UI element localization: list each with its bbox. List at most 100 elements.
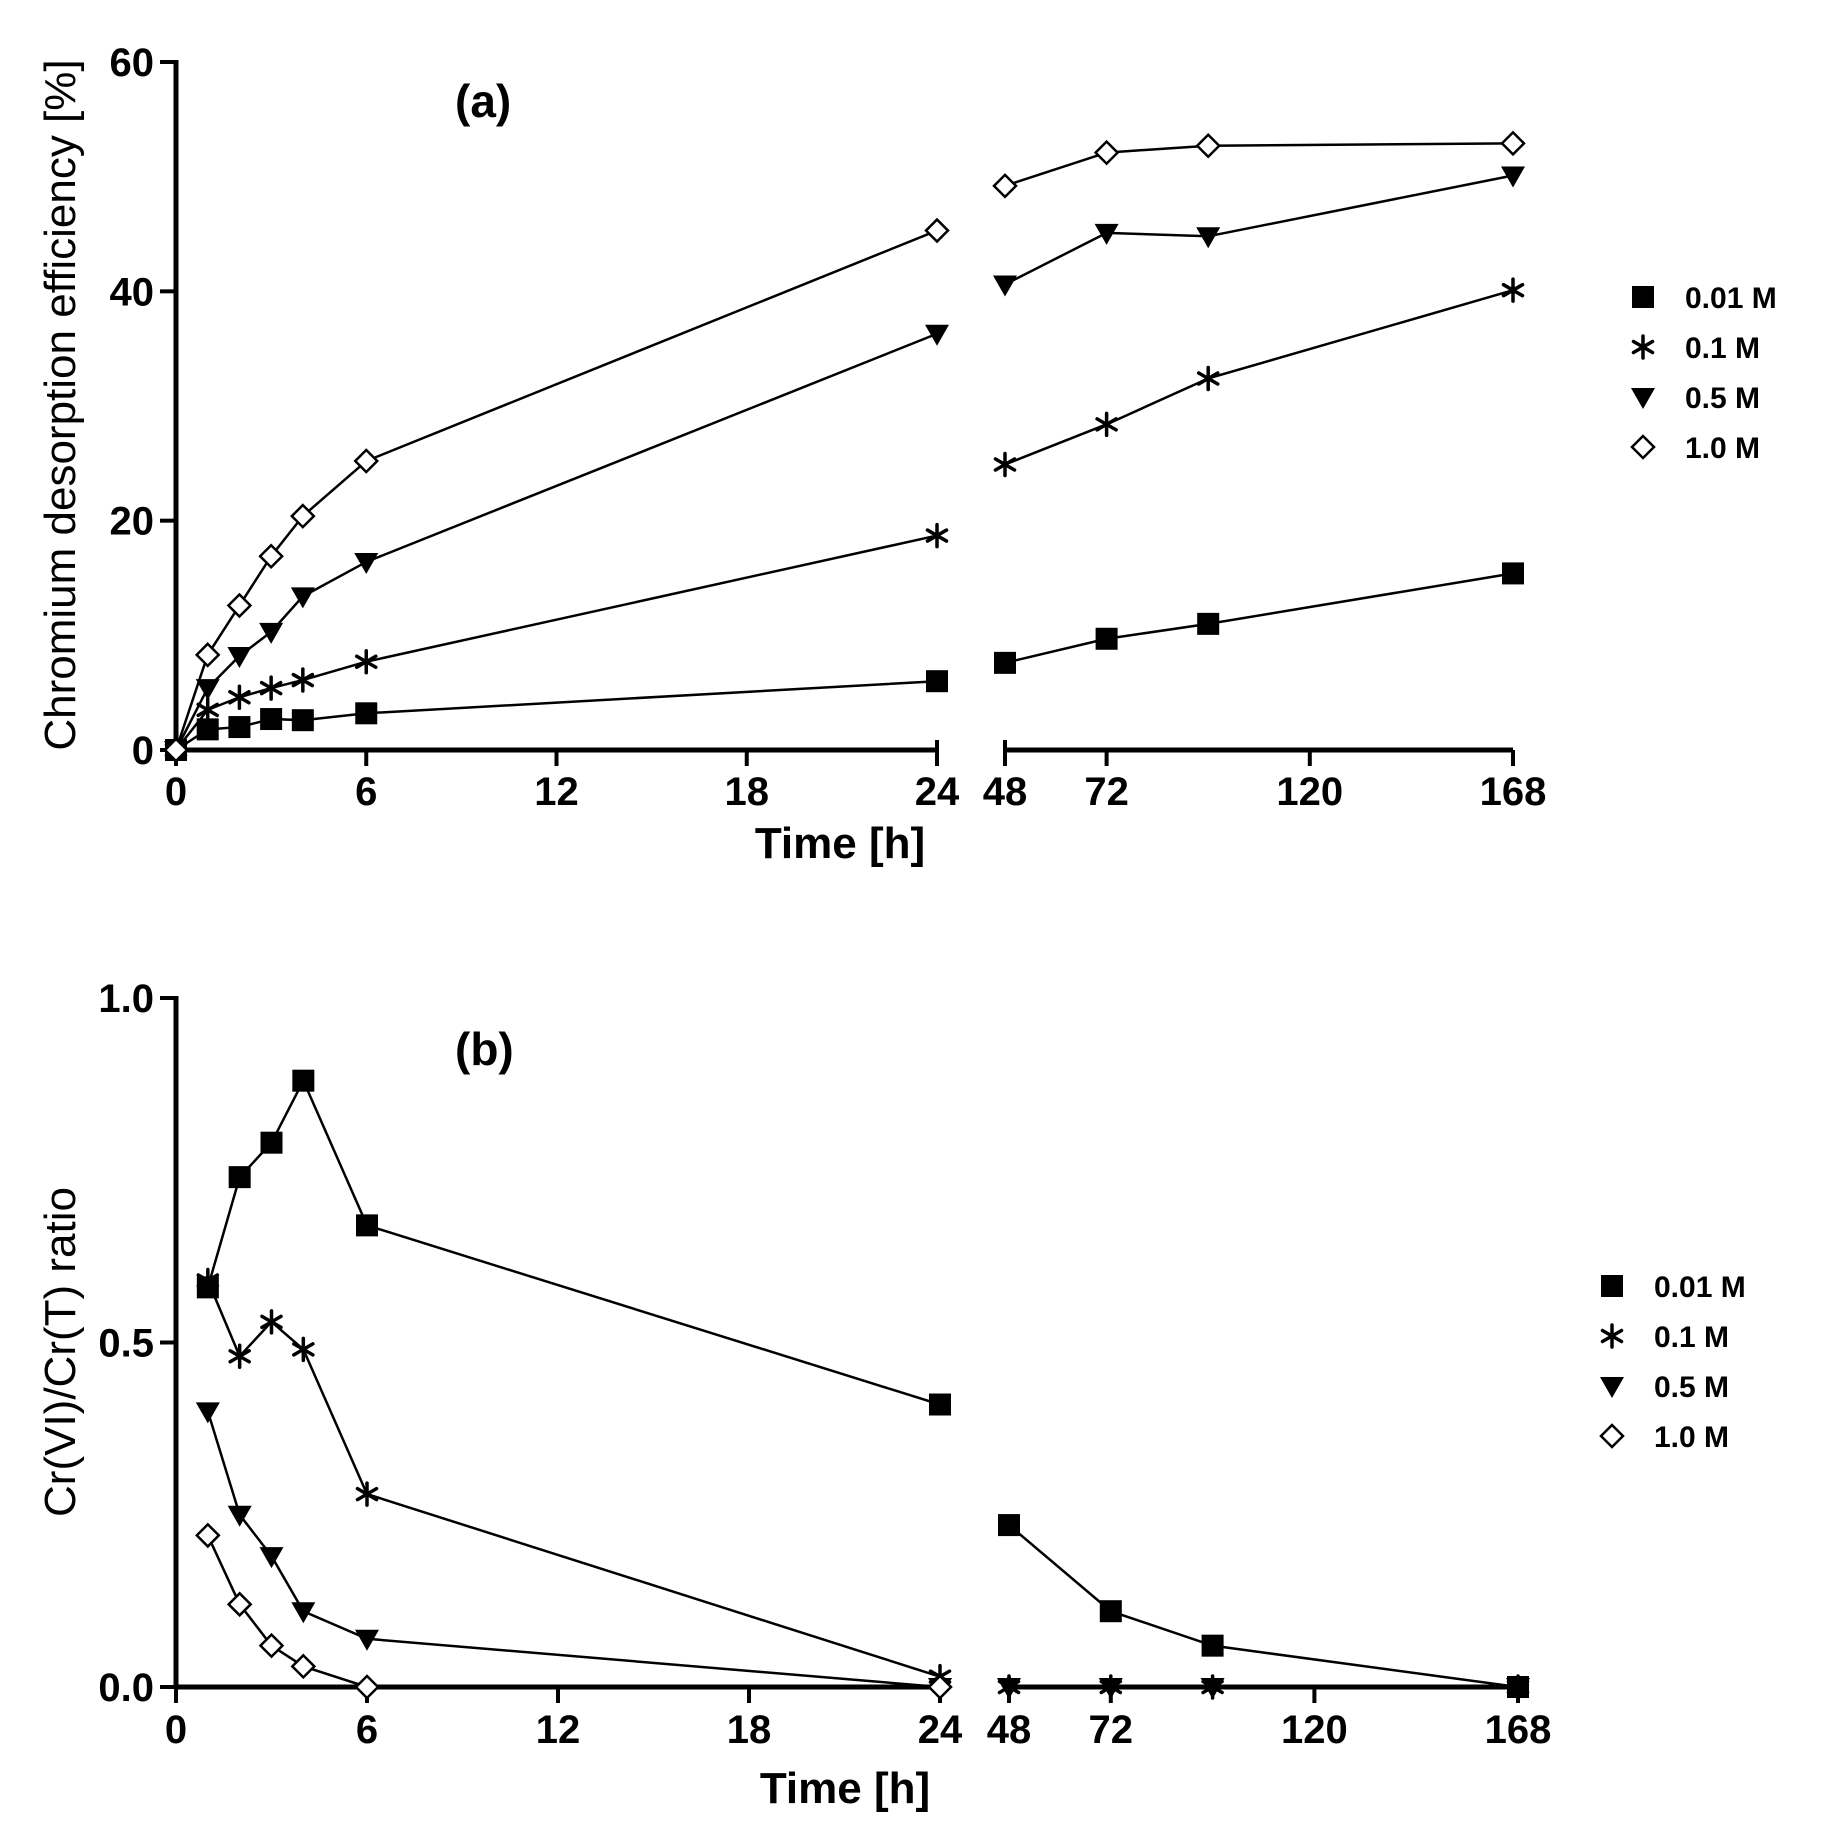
data-point-001MM bbox=[260, 1131, 283, 1154]
data-point-10MM bbox=[163, 737, 189, 763]
x-tick-label: 168 bbox=[1480, 770, 1547, 814]
data-point-05MM bbox=[259, 622, 284, 644]
legend-label-01MM: 0.1 M bbox=[1685, 332, 1760, 365]
data-point-05MM bbox=[259, 1547, 284, 1569]
data-point-10MM bbox=[226, 592, 253, 619]
series-line-05MM-segment-2 bbox=[1004, 174, 1514, 286]
data-point-001MM bbox=[994, 651, 1016, 674]
data-point-10MM bbox=[1093, 139, 1120, 166]
data-point-05MM bbox=[1098, 1678, 1123, 1699]
legend-label-05MM: 0.5 M bbox=[1685, 382, 1760, 415]
data-point-05MM bbox=[195, 679, 220, 701]
data-point-10MM bbox=[258, 543, 284, 569]
data-point-05MM bbox=[227, 646, 252, 668]
data-point-01MM bbox=[259, 675, 283, 701]
legend-label-05MM: 0.5 M bbox=[1654, 1371, 1729, 1404]
data-point-01MM bbox=[993, 451, 1017, 478]
series-line-01MM-segment-1 bbox=[206, 1280, 941, 1678]
legend-marker-10MM bbox=[1630, 434, 1656, 460]
legend-label-01MM: 0.1 M bbox=[1654, 1321, 1729, 1354]
data-point-001MM bbox=[260, 708, 283, 731]
data-point-05MM bbox=[993, 275, 1017, 297]
data-point-001MM bbox=[228, 716, 251, 739]
x-tick-label: 72 bbox=[1089, 1708, 1134, 1752]
y-tick-label: 1.0 bbox=[98, 977, 154, 1021]
data-point-05MM bbox=[1501, 166, 1525, 188]
y-tick-label: 0.0 bbox=[98, 1666, 154, 1710]
data-point-001MM bbox=[926, 670, 948, 693]
x-tick-label: 48 bbox=[983, 770, 1028, 814]
series-line-001MM-segment-1 bbox=[175, 679, 938, 752]
legend-label-10MM: 1.0 M bbox=[1654, 1421, 1729, 1454]
y-tick-label: 60 bbox=[110, 41, 155, 85]
data-point-001MM bbox=[1095, 627, 1118, 650]
data-point-05MM bbox=[354, 552, 379, 574]
x-tick-label: 0 bbox=[165, 1708, 187, 1752]
panel-a-label: (a) bbox=[455, 75, 511, 127]
data-point-001MM bbox=[929, 1393, 951, 1416]
y-tick-label: 0 bbox=[132, 729, 154, 773]
data-point-01MM bbox=[1095, 411, 1118, 438]
panel-a-x-axis-title: Time [h] bbox=[755, 819, 925, 868]
data-point-10MM bbox=[226, 1591, 253, 1618]
legend-marker-10MM bbox=[1599, 1423, 1625, 1449]
data-point-001MM bbox=[292, 1069, 315, 1092]
y-tick-label: 0.5 bbox=[98, 1322, 154, 1366]
series-line-001MM-segment-2 bbox=[1008, 1524, 1519, 1689]
data-point-10MM bbox=[290, 1653, 317, 1680]
data-point-01MM bbox=[196, 697, 219, 723]
data-point-01MM bbox=[291, 667, 315, 693]
panel-b-label: (b) bbox=[455, 1023, 514, 1075]
data-point-10MM bbox=[290, 503, 316, 529]
x-tick-label: 0 bbox=[165, 770, 187, 814]
data-point-10MM bbox=[1500, 130, 1526, 157]
x-tick-label: 6 bbox=[355, 770, 377, 814]
y-tick-label: 40 bbox=[110, 270, 155, 314]
legend-marker-001MM bbox=[1601, 1275, 1623, 1297]
legend-marker-01MM bbox=[1600, 1323, 1624, 1349]
data-point-01MM bbox=[228, 684, 251, 711]
series-line-01MM-segment-1 bbox=[175, 534, 938, 751]
data-point-05MM bbox=[1200, 1678, 1225, 1699]
data-point-10MM bbox=[1195, 132, 1221, 159]
data-point-001MM bbox=[1201, 1634, 1224, 1657]
series-line-001MM-segment-2 bbox=[1004, 572, 1514, 665]
data-point-05MM bbox=[290, 587, 315, 609]
data-point-01MM bbox=[228, 1343, 251, 1370]
data-point-01MM bbox=[1196, 365, 1220, 392]
x-tick-label: 48 bbox=[987, 1708, 1032, 1752]
series-line-10MM-segment-1 bbox=[174, 229, 938, 751]
data-point-05MM bbox=[195, 1402, 220, 1424]
x-tick-label: 24 bbox=[915, 770, 960, 814]
panel-a-chart: (a) Chromium desorption efficiency [%] T… bbox=[36, 41, 1777, 868]
x-tick-label: 120 bbox=[1276, 770, 1343, 814]
panel-b-y-axis-title: Cr(VI)/Cr(T) ratio bbox=[36, 1187, 85, 1517]
data-point-01MM bbox=[260, 1309, 283, 1335]
x-tick-label: 12 bbox=[534, 770, 579, 814]
data-point-05MM bbox=[291, 1602, 316, 1624]
x-tick-label: 12 bbox=[536, 1708, 581, 1752]
data-point-05MM bbox=[925, 324, 949, 346]
data-point-05MM bbox=[1094, 223, 1119, 245]
panel-a-y-axis-title: Chromium desorption efficiency [%] bbox=[36, 59, 85, 750]
panel-b-x-axis-title: Time [h] bbox=[760, 1764, 930, 1813]
panel-b-chart: (b) Cr(VI)/Cr(T) ratio Time [h] 0.0 0.5 1.… bbox=[36, 977, 1746, 1813]
data-point-01MM bbox=[196, 1267, 220, 1294]
data-point-001MM bbox=[356, 1214, 378, 1237]
legend-marker-01MM bbox=[1631, 334, 1655, 360]
data-point-01MM bbox=[354, 648, 378, 675]
legend-marker-05MM bbox=[1631, 388, 1655, 409]
data-point-001MM bbox=[1197, 612, 1220, 635]
y-tick-label: 20 bbox=[110, 500, 155, 544]
legend-marker-001MM bbox=[1632, 286, 1654, 308]
legend-marker-05MM bbox=[1600, 1377, 1624, 1398]
x-tick-label: 120 bbox=[1281, 1708, 1348, 1752]
x-tick-label: 18 bbox=[727, 1708, 772, 1752]
data-point-10MM bbox=[195, 1522, 221, 1549]
data-point-10MM bbox=[194, 642, 221, 668]
data-point-01MM bbox=[925, 522, 949, 549]
data-point-10MM bbox=[353, 448, 380, 474]
series-line-10MM-segment-1 bbox=[206, 1534, 940, 1689]
data-point-01MM bbox=[355, 1481, 379, 1507]
